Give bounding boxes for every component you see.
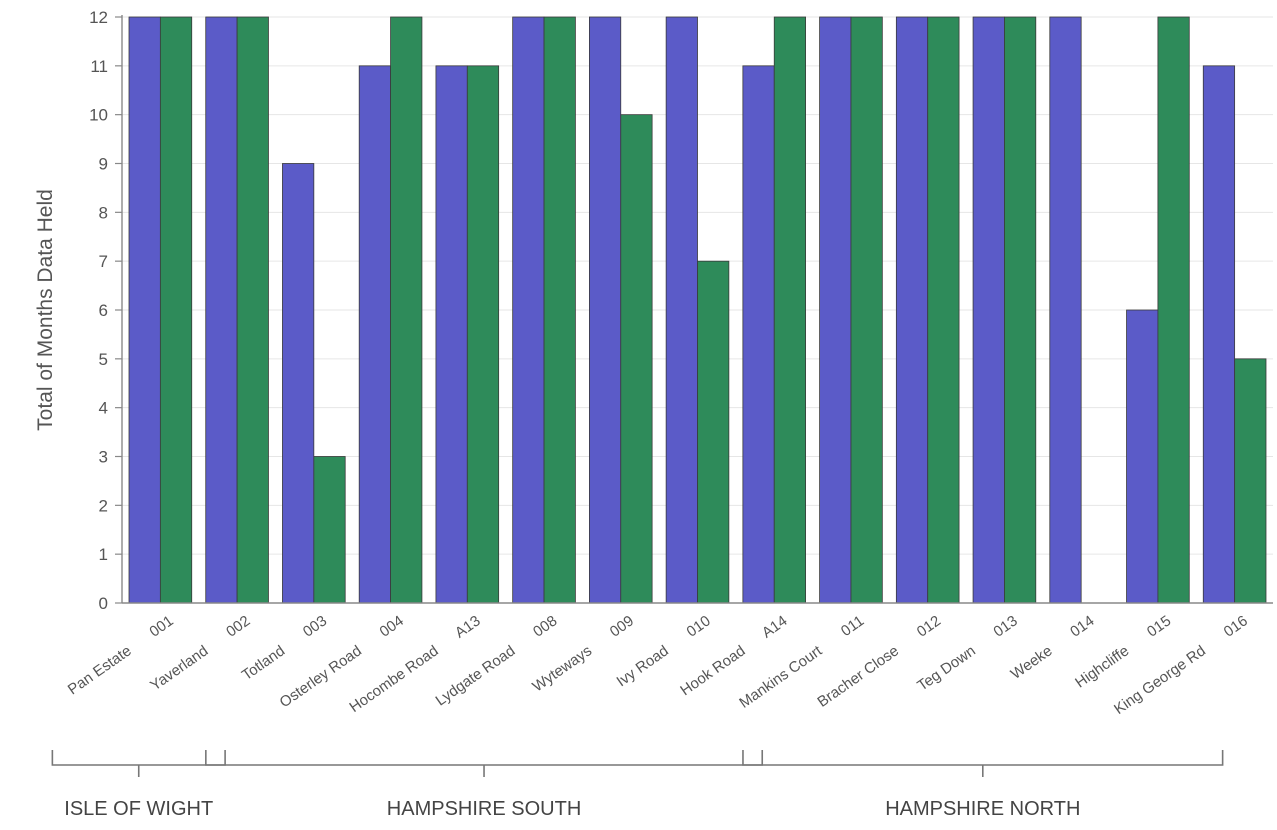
category-code-label: 013 (990, 612, 1020, 640)
bar-series-1-014 (1049, 16, 1082, 604)
group-label: ISLE OF WIGHT (64, 798, 213, 820)
y-tick-label: 1 (99, 545, 108, 564)
bar-series-2-A13 (466, 65, 500, 604)
group-label: HAMPSHIRE SOUTH (387, 798, 581, 820)
category-code-label: 014 (1067, 612, 1097, 640)
bar-series-1-002 (205, 16, 238, 604)
y-tick-label: 10 (89, 106, 108, 125)
category-code-label: 016 (1221, 612, 1251, 640)
bar-series-1-A13 (435, 65, 468, 604)
category-code-label: 012 (914, 612, 944, 640)
y-tick-label: 7 (99, 252, 108, 271)
category-name-label: Highcliffe (1072, 642, 1132, 691)
y-tick-label: 8 (99, 203, 108, 222)
category-name-label: Wyteways (529, 642, 595, 695)
region-groups: ISLE OF WIGHT HAMPSHIRE SOUTH HAMPSHIRE NO… (51, 750, 1224, 820)
bar-series-2-012 (927, 16, 960, 604)
category-code-label: A13 (452, 612, 484, 641)
group-label: HAMPSHIRE NORTH (885, 798, 1080, 820)
bar-series-1-011 (819, 16, 852, 604)
category-name-label: Mankins Court (736, 642, 826, 712)
category-code-label: 009 (607, 612, 637, 640)
category-code-label: 001 (146, 612, 176, 640)
bar-series-1-009 (589, 16, 622, 604)
category-code-label: A14 (759, 612, 791, 641)
bar-series-2-001 (159, 16, 193, 604)
bar-series-2-002 (236, 16, 269, 604)
category-name-label: Yaverland (147, 642, 211, 694)
bar-series-1-A14 (742, 65, 775, 604)
category-code-label: 015 (1144, 612, 1174, 640)
category-code-label: 011 (838, 612, 867, 640)
bar-series-2-A14 (773, 16, 807, 604)
group-bracket (742, 750, 1224, 777)
y-tick-label: 6 (99, 301, 108, 320)
bar-series-1-004 (358, 65, 391, 604)
bar-series-2-003 (313, 456, 346, 604)
category-name-label: Weeke (1008, 642, 1056, 683)
category-code-label: 008 (530, 612, 560, 640)
bar-series-2-015 (1157, 16, 1190, 604)
bar-series-2-004 (390, 16, 423, 604)
category-name-label: Totland (239, 642, 288, 684)
category-name-label: Lydgate Road (433, 642, 519, 709)
bar-series-2-011 (850, 16, 883, 604)
bar-series-2-008 (543, 16, 576, 604)
category-code-label: 002 (223, 612, 253, 640)
bar-series-1-001 (128, 16, 161, 604)
bar-series-1-013 (972, 16, 1005, 604)
bar-series-2-013 (1004, 16, 1037, 604)
bar-series-2-010 (697, 260, 730, 604)
bar-series-1-003 (282, 163, 315, 604)
y-axis-title: Total of Months Data Held (34, 189, 57, 431)
bar-series-1-016 (1202, 65, 1236, 604)
y-tick-label: 0 (99, 594, 108, 613)
bar-series-2-016 (1234, 358, 1267, 604)
category-name-label: Teg Down (914, 642, 978, 694)
category-name-label: Bracher Close (814, 642, 902, 710)
y-tick-label: 11 (90, 57, 108, 76)
category-code-label: 010 (684, 612, 714, 640)
category-name-label: Pan Estate (65, 642, 135, 698)
bar-series-1-008 (512, 16, 545, 604)
bar-series-2-009 (620, 114, 653, 604)
category-code-label: 003 (300, 612, 330, 640)
y-tick-label: 5 (99, 350, 108, 369)
bar-series-1-012 (895, 16, 929, 604)
group-bracket (205, 750, 764, 777)
category-code-label: 004 (377, 612, 407, 640)
bar-series-1-010 (665, 16, 698, 604)
category-name-label: Hook Road (677, 642, 748, 699)
y-tick-label: 2 (99, 496, 108, 515)
y-tick-label: 3 (99, 448, 108, 467)
category-name-label: Ivy Road (614, 642, 672, 690)
y-tick-label: 4 (99, 399, 108, 418)
y-tick-label: 9 (99, 155, 108, 174)
axes (115, 15, 1273, 604)
bar-series-1-015 (1126, 309, 1159, 604)
group-bracket (51, 750, 226, 777)
y-tick-label: 12 (89, 8, 108, 27)
bars (128, 16, 1267, 604)
